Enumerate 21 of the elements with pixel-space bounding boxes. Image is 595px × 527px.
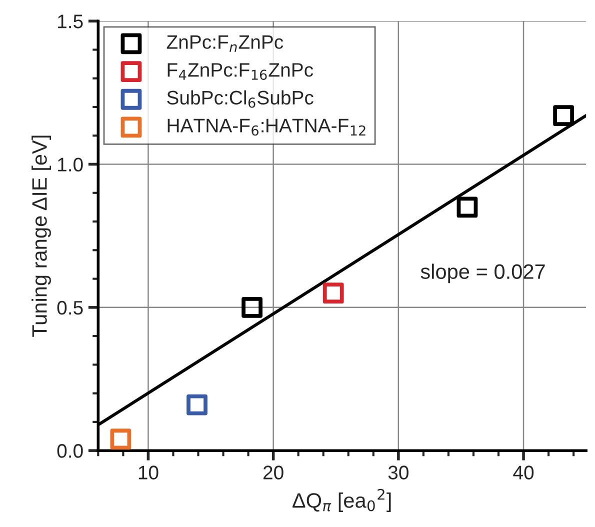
point [456,196,478,218]
y-tick-label: 0.5 [57,300,83,315]
point [242,296,262,318]
x-axis-title: ΔQ$_{π}$ [ea$_{0}$$^{2}$] [292,488,391,512]
y-axis-title: Tuning range ΔIE [eV] [32,136,52,337]
y-tick-label: 1.0 [58,158,83,172]
y-tick-label: 0.0 [57,444,83,458]
point [322,282,344,304]
x-tick-label: 30 [388,466,408,480]
y-tick-label: 1.5 [58,14,83,28]
legend-label: F$_{4}$ZnPc:F$_{16}$ZnPc [168,63,314,80]
legend-label: HATNA-F$_{6}$:HATNA-F$_{12}$ [168,118,366,136]
x-tick-label: 20 [263,466,284,480]
legend-label: SubPc:Cl$_{6}$SubPc [167,90,314,108]
x-tick-label: 10 [138,466,158,480]
legend-label: ZnPc:F$_{n}$ZnPc [166,35,284,52]
annotation: slope = 0.027 [420,264,545,284]
point [553,105,574,126]
point [186,394,208,416]
point [110,428,132,450]
x-tick-label: 40 [513,466,534,480]
